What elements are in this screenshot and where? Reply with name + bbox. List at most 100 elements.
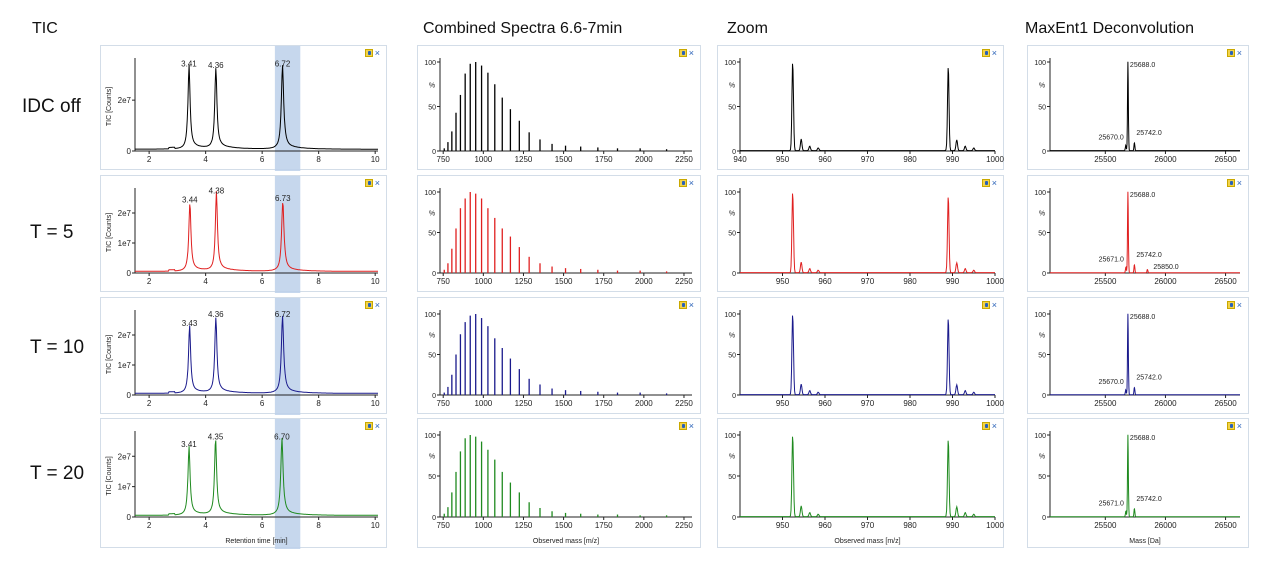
close-icon[interactable]: × (1236, 48, 1242, 58)
column-title-maxent: MaxEnt1 Deconvolution (1025, 20, 1194, 37)
y-tick-label: 50 (428, 105, 436, 112)
row-label-idc-off: IDC off (22, 96, 81, 117)
column-title-spectra: Combined Spectra 6.6-7min (423, 20, 623, 37)
maxent-panel-row-1: × 25500 26000 26500 0 50 100% 25670.0 25688.0 257… (1027, 45, 1249, 170)
x-tick-label: 4 (203, 521, 208, 530)
y-tick-label: 50 (1038, 231, 1046, 238)
y-tick-label: 100 (424, 60, 436, 67)
maxent-panel-row-2: × 25500 26000 26500 0 50 100% 25671.0 25688.0 257… (1027, 175, 1249, 292)
close-icon[interactable]: × (991, 421, 997, 431)
y-axis-label: % (729, 332, 735, 339)
y-tick-label: 100 (724, 60, 736, 67)
x-tick-label: 2000 (635, 155, 653, 164)
y-tick-label: 100 (1034, 190, 1046, 197)
x-tick-label: 8 (316, 399, 321, 408)
x-tick-label: 4 (203, 277, 208, 286)
x-tick-label: 950 (776, 399, 790, 408)
pin-icon[interactable] (1226, 49, 1235, 57)
x-tick-label: 8 (316, 155, 321, 164)
tic-chart-row-3: 2 4 6 8 10 0 1e7 2e7 TIC [Counts] 3.43 4.36 6.72 (106, 298, 380, 415)
y-axis-label: % (429, 332, 435, 339)
pin-icon[interactable] (678, 422, 687, 430)
tic-chart-row-1: 2 4 6 8 10 0 2e7 TIC [Counts] 3.41 4.36 6.72 (106, 46, 380, 171)
panel-controls: × (678, 48, 694, 58)
y-tick-label: 0 (1042, 393, 1046, 400)
close-icon[interactable]: × (688, 421, 694, 431)
x-tick-label: 26500 (1214, 399, 1237, 408)
peak-label: 6.72 (275, 310, 291, 319)
pin-icon[interactable] (364, 179, 373, 187)
y-axis-label: % (429, 82, 435, 89)
close-icon[interactable]: × (374, 48, 380, 58)
close-icon[interactable]: × (991, 48, 997, 58)
y-axis-label: % (429, 454, 435, 461)
close-icon[interactable]: × (374, 300, 380, 310)
close-icon[interactable]: × (374, 178, 380, 188)
pin-icon[interactable] (364, 49, 373, 57)
peak-label: 25670.0 (1098, 135, 1123, 142)
peak-label: 25688.0 (1130, 314, 1155, 321)
x-tick-label: 6 (260, 277, 265, 286)
close-icon[interactable]: × (1236, 300, 1242, 310)
tic-panel-row-3: × 2 4 6 8 10 0 1e7 2e7 TIC [Counts] 3.43 4.36 6.72 (100, 297, 387, 415)
close-icon[interactable]: × (688, 178, 694, 188)
selected-time-range (274, 419, 301, 549)
tic-panel-row-4: × 2 4 6 8 10 0 1e7 2e7 TIC [Counts] Retention time… (100, 418, 387, 549)
y-tick-label: 50 (428, 474, 436, 481)
x-tick-label: 2000 (635, 277, 653, 286)
x-tick-label: 2 (147, 155, 152, 164)
column-title-tic: TIC (32, 20, 58, 37)
zoom-panel-row-2: × 950 960 970 980 990 1000 0 50 100% (717, 175, 1004, 292)
x-tick-label: 750 (437, 521, 451, 530)
pin-icon[interactable] (364, 301, 373, 309)
x-tick-label: 970 (861, 277, 875, 286)
x-tick-label: 26000 (1154, 399, 1177, 408)
close-icon[interactable]: × (991, 300, 997, 310)
pin-icon[interactable] (678, 49, 687, 57)
y-tick-label: 0 (432, 393, 436, 400)
spectrum-panel-row-1: × 750 1000 1250 1500 1750 2000 2250 0 50 100% (417, 45, 701, 170)
x-tick-label: 1500 (555, 521, 573, 530)
spectrum-panel-row-4: × 750 1000 1250 1500 1750 2000 2250 0 50 100% Obser… (417, 418, 701, 548)
pin-icon[interactable] (1226, 301, 1235, 309)
peak-label: 25671.0 (1099, 256, 1124, 263)
y-tick-label: 50 (728, 105, 736, 112)
x-tick-label: 1250 (515, 399, 533, 408)
x-tick-label: 26500 (1214, 277, 1237, 286)
close-icon[interactable]: × (688, 48, 694, 58)
pin-icon[interactable] (981, 49, 990, 57)
pin-icon[interactable] (678, 301, 687, 309)
peak-label: 25850.0 (1153, 264, 1178, 271)
x-tick-label: 6 (260, 399, 265, 408)
x-tick-label: 960 (818, 277, 832, 286)
pin-icon[interactable] (981, 301, 990, 309)
y-axis-label: % (1039, 210, 1045, 217)
row-label-t5: T = 5 (30, 222, 74, 243)
close-icon[interactable]: × (374, 421, 380, 431)
pin-icon[interactable] (678, 179, 687, 187)
x-tick-label: 1000 (986, 155, 1004, 164)
panel-controls: × (364, 421, 380, 431)
spectrum-panel-row-3: × 750 1000 1250 1500 1750 2000 2250 0 50 100% (417, 297, 701, 414)
y-tick-label: 2e7 (118, 331, 132, 340)
y-tick-label: 100 (724, 433, 736, 440)
close-icon[interactable]: × (1236, 178, 1242, 188)
spectrum-chart-row-1: 750 1000 1250 1500 1750 2000 2250 0 50 100% (424, 58, 693, 164)
pin-icon[interactable] (1226, 422, 1235, 430)
peak-label: 4.35 (208, 433, 224, 442)
x-axis-label: Retention time [min] (225, 538, 287, 545)
panel-controls: × (678, 421, 694, 431)
pin-icon[interactable] (981, 179, 990, 187)
x-tick-label: 1500 (555, 399, 573, 408)
y-tick-label: 0 (1042, 271, 1046, 278)
pin-icon[interactable] (364, 422, 373, 430)
close-icon[interactable]: × (688, 300, 694, 310)
y-tick-label: 2e7 (118, 96, 132, 105)
y-tick-label: 2e7 (118, 209, 132, 218)
deconvolution-trace (1050, 61, 1240, 152)
zoom-panel-row-3: × 950 960 970 980 990 1000 0 50 100% (717, 297, 1004, 414)
close-icon[interactable]: × (991, 178, 997, 188)
pin-icon[interactable] (981, 422, 990, 430)
pin-icon[interactable] (1226, 179, 1235, 187)
close-icon[interactable]: × (1236, 421, 1242, 431)
